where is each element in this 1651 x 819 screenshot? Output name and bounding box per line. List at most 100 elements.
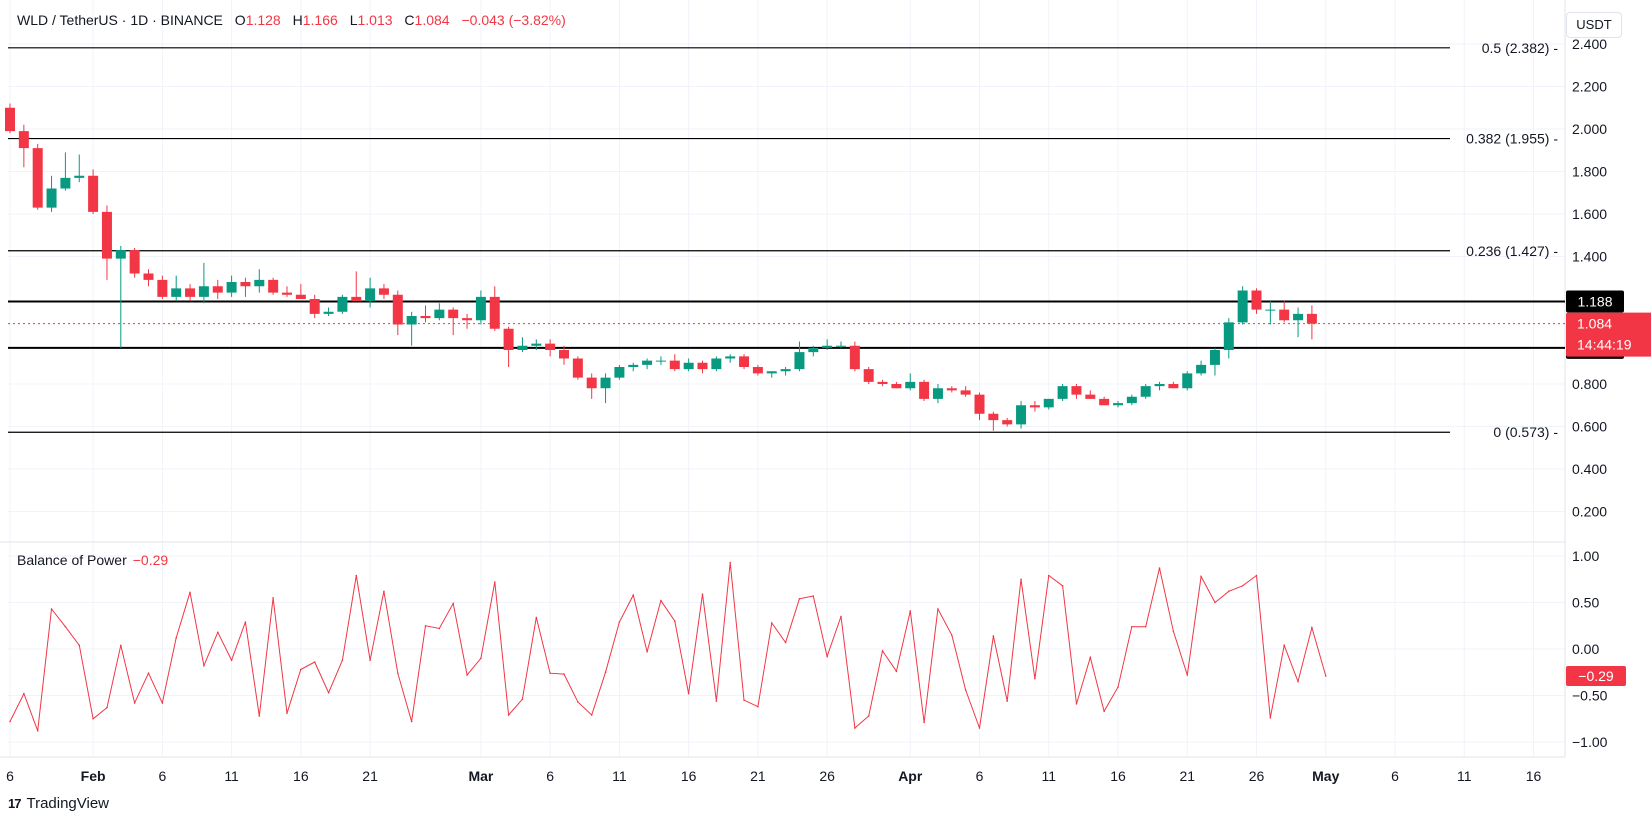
bop-point <box>383 590 385 593</box>
candle-body <box>891 384 902 389</box>
candle-body <box>406 316 417 325</box>
fib-level-label: 0 (0.573) - <box>1493 424 1558 440</box>
bop-point <box>646 650 648 653</box>
candle-body <box>1016 405 1027 425</box>
time-tick-label: 16 <box>1110 768 1126 784</box>
bop-point <box>632 594 635 596</box>
candle-body <box>1196 364 1207 374</box>
open-label: O <box>234 12 246 28</box>
bop-point <box>106 706 108 709</box>
bop-point <box>313 661 316 663</box>
price-tick-label: 2.000 <box>1572 121 1607 137</box>
bop-value-tag <box>1566 665 1626 686</box>
bop-point <box>1255 574 1258 577</box>
time-tick-label: 6 <box>976 768 984 784</box>
bop-point <box>1144 625 1147 628</box>
bop-point <box>951 634 953 636</box>
candle-body <box>1168 384 1179 389</box>
close-value: 1.084 <box>414 12 450 28</box>
price-tick-label: 0.400 <box>1572 461 1607 477</box>
bop-point <box>577 701 579 703</box>
candle-body <box>1293 313 1304 321</box>
bop-point <box>784 641 787 644</box>
bop-point <box>867 715 870 717</box>
bop-point <box>812 595 815 597</box>
bop-point <box>410 720 413 723</box>
bop-point <box>604 671 607 674</box>
time-tick-label: 6 <box>158 768 166 784</box>
bop-point <box>369 659 371 661</box>
countdown-label: 14:44:19 <box>1577 337 1632 353</box>
bop-point <box>1089 656 1092 659</box>
bop-point <box>909 610 912 612</box>
bop-point <box>674 620 676 622</box>
candle-body <box>129 250 140 274</box>
candle-body <box>628 364 639 367</box>
bop-point <box>78 644 81 647</box>
candle-body <box>752 367 763 374</box>
bop-point <box>881 650 884 652</box>
last-price-label: 1.084 <box>1577 316 1612 332</box>
bop-point <box>1117 686 1119 688</box>
bop-series-line <box>9 562 1327 731</box>
tradingview-brand[interactable]: 17 TradingView <box>8 795 109 812</box>
bop-tick-label: 0.50 <box>1572 595 1599 611</box>
time-tick-label: 26 <box>819 768 835 784</box>
candle-body <box>572 358 583 378</box>
price-tick-label: 0.200 <box>1572 504 1607 520</box>
candle-body <box>1043 398 1054 408</box>
bop-point <box>964 689 967 691</box>
bop-point <box>203 664 205 667</box>
candle-body <box>863 369 874 382</box>
indicator-legend[interactable]: Balance of Power −0.29 <box>17 552 168 568</box>
time-tick-label: May <box>1312 768 1339 784</box>
open-value: 1.128 <box>245 12 281 28</box>
fib-level-label: 0.236 (1.427) - <box>1466 243 1558 259</box>
currency-button[interactable]: USDT <box>1566 12 1622 38</box>
price-tick-label: 1.800 <box>1572 164 1607 180</box>
time-tick-label: 16 <box>1526 768 1542 784</box>
candle-body <box>725 356 736 359</box>
time-tick-label: 11 <box>1457 768 1472 784</box>
bop-point <box>1131 625 1133 628</box>
bop-point <box>341 659 344 661</box>
candle-body <box>614 367 625 378</box>
candle-body <box>88 175 99 212</box>
candle-body <box>268 279 279 293</box>
bop-point <box>23 692 25 695</box>
bop-point <box>1047 574 1050 577</box>
bop-point <box>50 608 53 610</box>
bop-point <box>770 622 773 624</box>
horizontal-line-price-label: 1.188 <box>1577 294 1612 310</box>
candle-body <box>836 345 846 347</box>
candle-body <box>240 282 251 287</box>
candle-body <box>586 377 597 389</box>
candle-body <box>669 360 680 370</box>
candle-body <box>877 381 888 384</box>
bop-point <box>1034 677 1036 680</box>
candle-body <box>1057 386 1068 399</box>
candle-body <box>1265 309 1276 311</box>
bop-point <box>424 624 427 627</box>
bop-point <box>1158 567 1161 569</box>
time-tick-label: 11 <box>612 768 627 784</box>
candle-body <box>226 282 237 293</box>
candle-body <box>932 388 943 399</box>
candle-body <box>462 318 473 321</box>
time-tick-label: 6 <box>6 768 14 784</box>
change-value: −0.043 (−3.82%) <box>461 12 566 28</box>
bop-point <box>230 659 233 661</box>
candle-body <box>849 345 860 370</box>
candle-body <box>1140 386 1151 397</box>
symbol-title[interactable]: WLD / TetherUS · 1D · BINANCE <box>17 12 223 28</box>
bop-point <box>64 625 67 628</box>
bop-tick-label: −1.00 <box>1572 734 1608 750</box>
price-tick-label: 2.400 <box>1572 36 1607 52</box>
candle-body <box>1306 313 1317 324</box>
bop-point <box>438 627 441 630</box>
candle-body <box>794 352 805 370</box>
candle-body <box>1085 394 1096 399</box>
bop-point <box>535 616 538 619</box>
candle-body <box>545 343 556 350</box>
